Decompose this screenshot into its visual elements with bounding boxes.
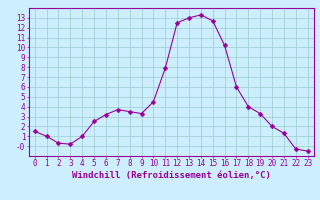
X-axis label: Windchill (Refroidissement éolien,°C): Windchill (Refroidissement éolien,°C) bbox=[72, 171, 271, 180]
